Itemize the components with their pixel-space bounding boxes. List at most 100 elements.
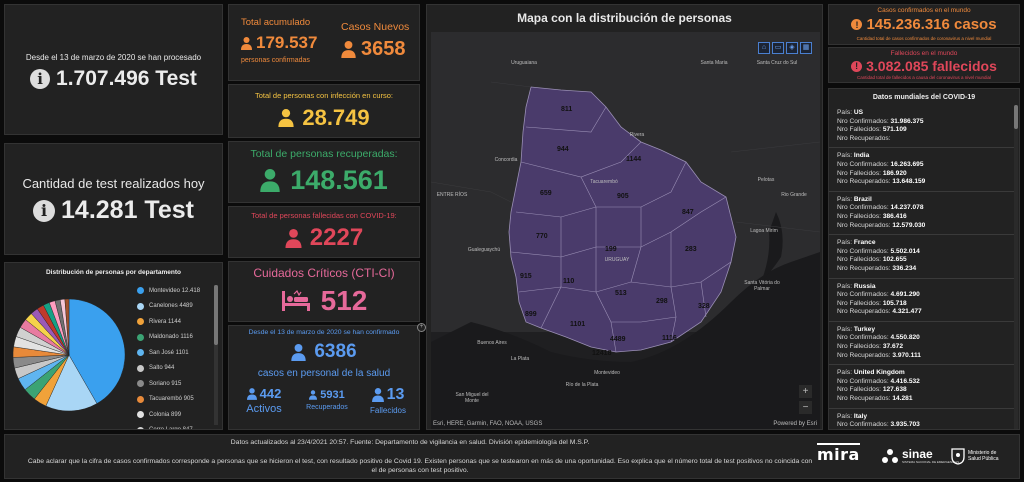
tests-total-row: i 1.707.496 Test [5,67,222,91]
layers-button[interactable]: ◈ [786,42,798,54]
msp-logo: Ministerio de Salud Pública [951,447,1010,465]
department-value-label[interactable]: 905 [617,193,629,200]
pie-slice-canelones[interactable] [45,354,98,412]
sinae-logo: sinae SISTEMA NACIONAL DE EMERGENCIAS [881,447,959,465]
map-powered[interactable]: Powered by Esri [773,421,817,427]
zoom-in-button[interactable]: + [799,385,812,398]
salud-sub: casos en personal de la salud [257,368,391,379]
department-value-label[interactable]: 328 [698,303,710,310]
home-button[interactable]: ⌂ [758,42,770,54]
department-value-label[interactable]: 899 [525,311,537,318]
salud-activos-label: Activos [246,403,282,415]
country-name: País: India [837,152,870,160]
map-canvas[interactable] [431,32,820,429]
basemap-button[interactable]: ▦ [800,42,812,54]
expand-handle-icon[interactable]: + [417,323,426,332]
legend-item[interactable]: Tacuarembó 905 [133,392,213,408]
geo-place-label: Uruguaiana [511,60,537,66]
department-value-label[interactable]: 811 [561,106,573,113]
department-value-label[interactable]: 283 [685,246,697,253]
map-title: Mapa con la distribución de personas [517,11,732,25]
legend-label: Montevideo 12.418 [149,287,201,294]
country-confirmados: Nro Confirmados: 31.986.375 [837,117,924,125]
recuperadas-value: 148.561 [290,165,388,195]
country-fallecidos: Nro Fallecidos: 105.718 [837,299,907,307]
department-value-label[interactable]: 12418 [592,350,612,357]
country-list[interactable]: País: US Nro Confirmados: 31.986.375 Nro F… [829,105,1015,429]
legend-item[interactable]: Canelones 4489 [133,299,213,315]
country-item[interactable]: País: US Nro Confirmados: 31.986.375 Nro F… [829,105,1015,149]
department-value-label[interactable]: 770 [536,233,548,240]
en-curso-panel: Total de personas con infección en curso… [228,84,420,138]
department-value-label[interactable]: 110 [563,278,575,285]
country-item[interactable]: País: United Kingdom Nro Confirmados: 4.4… [829,365,1015,409]
footer-updated: Datos actualizados al 23/4/2021 20:57. F… [230,439,590,446]
pie-slice-otros-8[interactable] [64,298,70,356]
department-value-label[interactable]: 1101 [570,321,586,328]
department-value-label[interactable]: 915 [520,273,532,280]
department-value-label[interactable]: 199 [605,246,617,253]
salud-activos: 442 Activos [239,386,289,415]
legend-item[interactable]: San José 1101 [133,345,213,361]
country-recuperados: Nro Recuperados: [837,134,891,142]
department-value-label[interactable]: 1116 [662,335,677,342]
recuperadas-label: Total de personas recuperadas: [250,148,398,160]
legend-label: Cerro Largo 847 [149,427,193,429]
legend-item[interactable]: Soriano 915 [133,376,213,392]
nuevos-label: Casos Nuevos [341,21,410,33]
department-value-label[interactable]: 298 [656,298,668,305]
department-value-label[interactable]: 1144 [626,156,642,163]
country-item[interactable]: País: Turkey Nro Confirmados: 4.550.820 Nr… [829,322,1015,366]
department-value-label[interactable]: 513 [615,290,627,297]
legend-item[interactable]: Salto 944 [133,361,213,377]
legend-item[interactable]: Colonia 899 [133,407,213,423]
en-curso-row: 28.749 [229,105,419,131]
legend-swatch [137,333,144,341]
map-view[interactable]: 811 944 1144 659 905 847 770 199 283 915 110 513 298… [431,32,820,429]
legend-swatch [137,302,144,310]
tests-total-value: 1.707.496 Test [56,67,197,90]
geo-place-label: Santa Cruz do Sul [756,60,798,66]
geo-place-label: Concordia [494,157,518,163]
salud-value: 6386 [314,341,357,362]
legend-label: Soriano 915 [149,380,182,387]
department-value-label[interactable]: 944 [557,146,569,153]
legend-item[interactable]: Montevideo 12.418 [133,283,213,299]
legend-label: Rivera 1144 [149,318,181,325]
legend-item[interactable]: Maldonado 1116 [133,330,213,346]
acumulado-value: 179.537 [256,33,318,52]
country-item[interactable]: País: Brazil Nro Confirmados: 14.237.078 N… [829,192,1015,236]
country-recuperados: Nro Recuperados: 12.579.030 [837,221,926,229]
legend-swatch [137,364,144,372]
department-value-label[interactable]: 659 [540,190,552,197]
map-widgets: ⌂ ▭ ◈ ▦ [758,42,812,54]
country-item[interactable]: País: France Nro Confirmados: 5.502.014 Nr… [829,235,1015,279]
msp-emblem-icon [951,448,965,465]
person-icon [246,387,257,400]
en-curso-label: Total de personas con infección en curso… [255,91,393,100]
legend-scrollbar[interactable] [214,285,218,425]
legend-label: San José 1101 [149,349,189,356]
hospital-bed-icon [281,289,310,311]
country-name: País: France [837,239,876,247]
department-value-label[interactable]: 847 [682,209,694,216]
mundo-casos-sub: Cantidad total de casos confirmados de c… [856,36,992,41]
country-name: País: Brazil [837,195,872,203]
recuperadas-row: 148.561 [229,165,419,196]
department-value-label[interactable]: 4489 [610,336,626,343]
geo-place-label: Montevideo [594,370,620,376]
geo-place-label: Gualeguaychú [467,247,501,253]
country-item[interactable]: País: Russia Nro Confirmados: 4.691.290 Nr… [829,279,1015,322]
country-list-scrollbar[interactable] [1014,105,1018,429]
zoom-out-button[interactable]: − [799,401,812,414]
legend-item[interactable]: Rivera 1144 [133,314,213,330]
legend-item[interactable]: Cerro Largo 847 [133,423,213,429]
cti-value: 512 [320,285,368,316]
mundo-casos-panel: Casos confirmados en el mundo ! 145.236.… [828,4,1020,45]
locate-button[interactable]: ▭ [772,42,784,54]
legend-label: Salto 944 [149,365,175,372]
country-item[interactable]: País: India Nro Confirmados: 16.263.695 Nr… [829,148,1015,192]
pie-slice-montevideo[interactable] [68,298,126,404]
person-icon [371,388,384,402]
